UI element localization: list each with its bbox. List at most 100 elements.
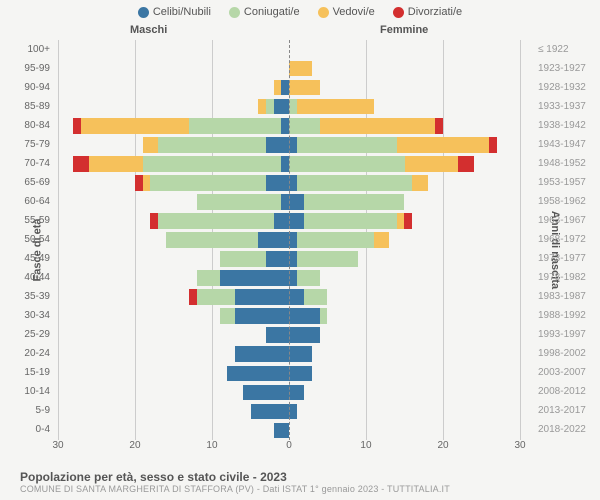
segment	[297, 99, 374, 115]
segment	[289, 99, 297, 115]
age-label: 25-29	[24, 330, 50, 340]
age-label: 50-54	[24, 235, 50, 245]
segment	[405, 156, 459, 172]
x-tick: 20	[129, 440, 140, 451]
age-label: 100+	[27, 45, 50, 55]
age-label: 65-69	[24, 178, 50, 188]
legend-item: Divorziati/e	[393, 6, 462, 18]
segment	[258, 99, 266, 115]
segment	[397, 137, 489, 153]
segment	[289, 251, 297, 267]
chart-area	[58, 40, 520, 440]
x-tick: 20	[437, 440, 448, 451]
female-bar	[289, 232, 389, 248]
legend-label: Celibi/Nubili	[153, 6, 211, 18]
age-label: 85-89	[24, 102, 50, 112]
pyramid-container: Celibi/Nubili Coniugati/e Vedovi/e Divor…	[0, 0, 600, 500]
male-bar	[235, 346, 289, 362]
birthyear-label: 1998-2002	[538, 349, 586, 359]
header-female: Femmine	[380, 24, 428, 36]
male-bar	[73, 118, 289, 134]
x-ticks: 3020100102030	[58, 440, 520, 456]
segment	[158, 137, 266, 153]
male-bar	[274, 423, 289, 439]
male-bar	[258, 99, 289, 115]
segment	[158, 213, 274, 229]
segment	[251, 404, 290, 420]
age-label: 15-19	[24, 368, 50, 378]
birthyear-label: 1963-1967	[538, 216, 586, 226]
birthyear-label: ≤ 1922	[538, 45, 569, 55]
birthyear-label: 1943-1947	[538, 140, 586, 150]
segment	[289, 137, 297, 153]
legend-label: Divorziati/e	[408, 6, 462, 18]
segment	[274, 80, 282, 96]
segment	[289, 404, 297, 420]
age-label: 70-74	[24, 159, 50, 169]
birthyear-label: 2008-2012	[538, 387, 586, 397]
birthyear-label: 2013-2017	[538, 406, 586, 416]
birthyear-label: 1988-1992	[538, 311, 586, 321]
x-tick: 10	[360, 440, 371, 451]
birthyear-label: 1953-1957	[538, 178, 586, 188]
segment	[220, 251, 266, 267]
segment	[304, 194, 404, 210]
segment	[235, 346, 289, 362]
segment	[397, 213, 405, 229]
segment	[81, 118, 189, 134]
header-male: Maschi	[130, 24, 167, 36]
segment	[297, 175, 413, 191]
segment	[166, 232, 258, 248]
segment	[258, 232, 289, 248]
segment	[304, 289, 327, 305]
segment	[281, 80, 289, 96]
segment	[412, 175, 427, 191]
birthyear-label: 2018-2022	[538, 425, 586, 435]
female-bar	[289, 99, 374, 115]
male-bar	[243, 385, 289, 401]
birthyear-label: 1958-1962	[538, 197, 586, 207]
segment	[374, 232, 389, 248]
segment	[266, 99, 274, 115]
birthyear-label: 1923-1927	[538, 64, 586, 74]
female-bar	[289, 327, 320, 343]
male-bar	[73, 156, 289, 172]
segment	[289, 308, 320, 324]
legend: Celibi/Nubili Coniugati/e Vedovi/e Divor…	[0, 0, 600, 20]
segment	[297, 270, 320, 286]
segment	[289, 385, 304, 401]
birthyear-label: 1983-1987	[538, 292, 586, 302]
segment	[435, 118, 443, 134]
segment	[289, 289, 304, 305]
segment	[274, 423, 289, 439]
female-bar	[289, 385, 304, 401]
male-bar	[143, 137, 289, 153]
chart-title: Popolazione per età, sesso e stato civil…	[20, 470, 450, 484]
female-bar	[289, 289, 327, 305]
age-label: 20-24	[24, 349, 50, 359]
age-label: 55-59	[24, 216, 50, 226]
segment	[289, 346, 312, 362]
segment	[227, 366, 289, 382]
male-bar	[197, 194, 289, 210]
center-line	[289, 40, 290, 440]
segment	[289, 118, 320, 134]
legend-swatch-0	[138, 7, 149, 18]
age-label: 75-79	[24, 140, 50, 150]
birthyear-labels: ≤ 19221923-19271928-19321933-19371938-19…	[534, 40, 600, 440]
segment	[150, 175, 266, 191]
segment	[89, 156, 143, 172]
segment	[458, 156, 473, 172]
birthyear-label: 1928-1932	[538, 83, 586, 93]
segment	[235, 308, 289, 324]
segment	[266, 137, 289, 153]
segment	[235, 289, 289, 305]
x-tick: 30	[514, 440, 525, 451]
male-bar	[135, 175, 289, 191]
segment	[289, 213, 304, 229]
age-label: 35-39	[24, 292, 50, 302]
segment	[143, 156, 282, 172]
birthyear-label: 2003-2007	[538, 368, 586, 378]
female-bar	[289, 194, 404, 210]
birthyear-label: 1993-1997	[538, 330, 586, 340]
